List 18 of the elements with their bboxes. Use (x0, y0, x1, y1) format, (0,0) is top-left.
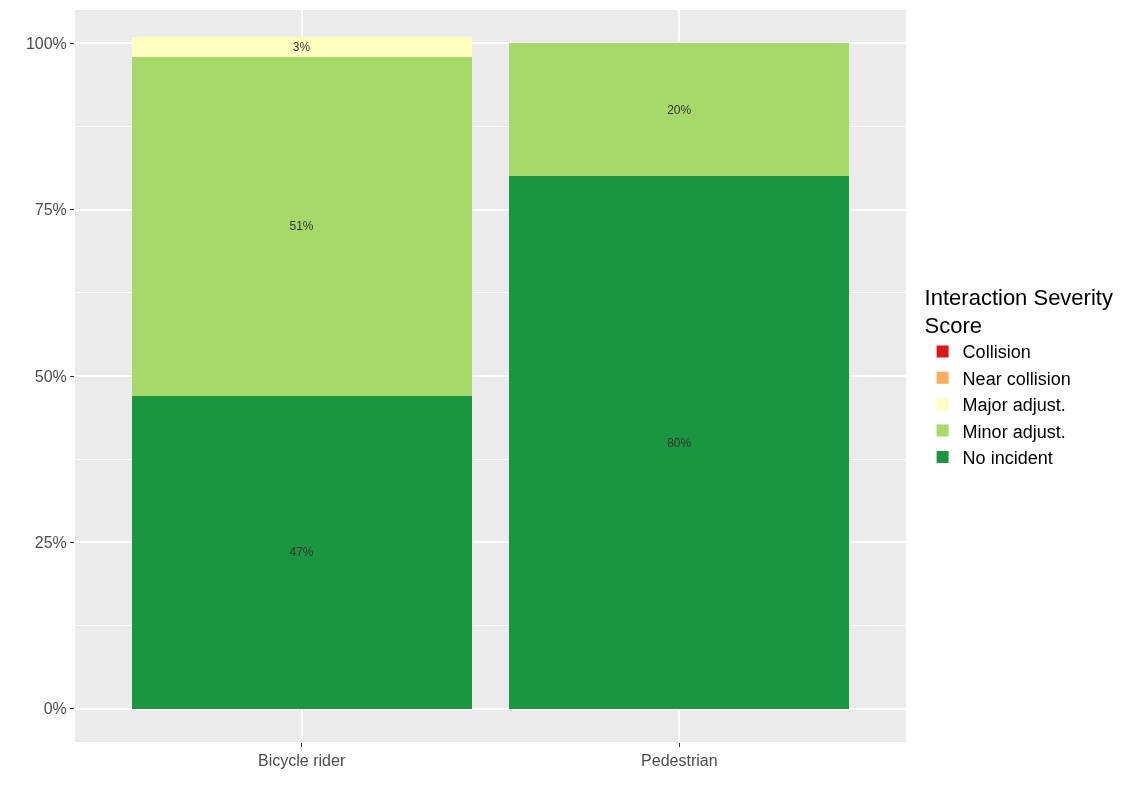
legend-title: Interaction Severity Score (924, 284, 1113, 339)
legend-label: Minor adjust. (962, 421, 1066, 442)
x-tick-label: Pedestrian (641, 752, 718, 770)
data-label: 20% (667, 102, 692, 117)
data-label: 80% (667, 435, 692, 450)
y-tick-label: 75% (34, 201, 67, 219)
x-tick-label: Bicycle rider (258, 752, 346, 770)
y-tick-label: 0% (43, 700, 67, 718)
legend-label: Near collision (962, 368, 1071, 389)
y-tick-label: 25% (34, 533, 67, 551)
legend-label: No incident (962, 448, 1053, 469)
data-label: 51% (289, 219, 314, 234)
y-tick-label: 50% (34, 367, 67, 385)
legend-label: Collision (962, 342, 1031, 363)
y-tick-label: 100% (25, 34, 67, 52)
legend-label: Major adjust. (962, 395, 1066, 416)
data-label: 47% (289, 545, 314, 560)
data-label: 3% (292, 39, 311, 54)
